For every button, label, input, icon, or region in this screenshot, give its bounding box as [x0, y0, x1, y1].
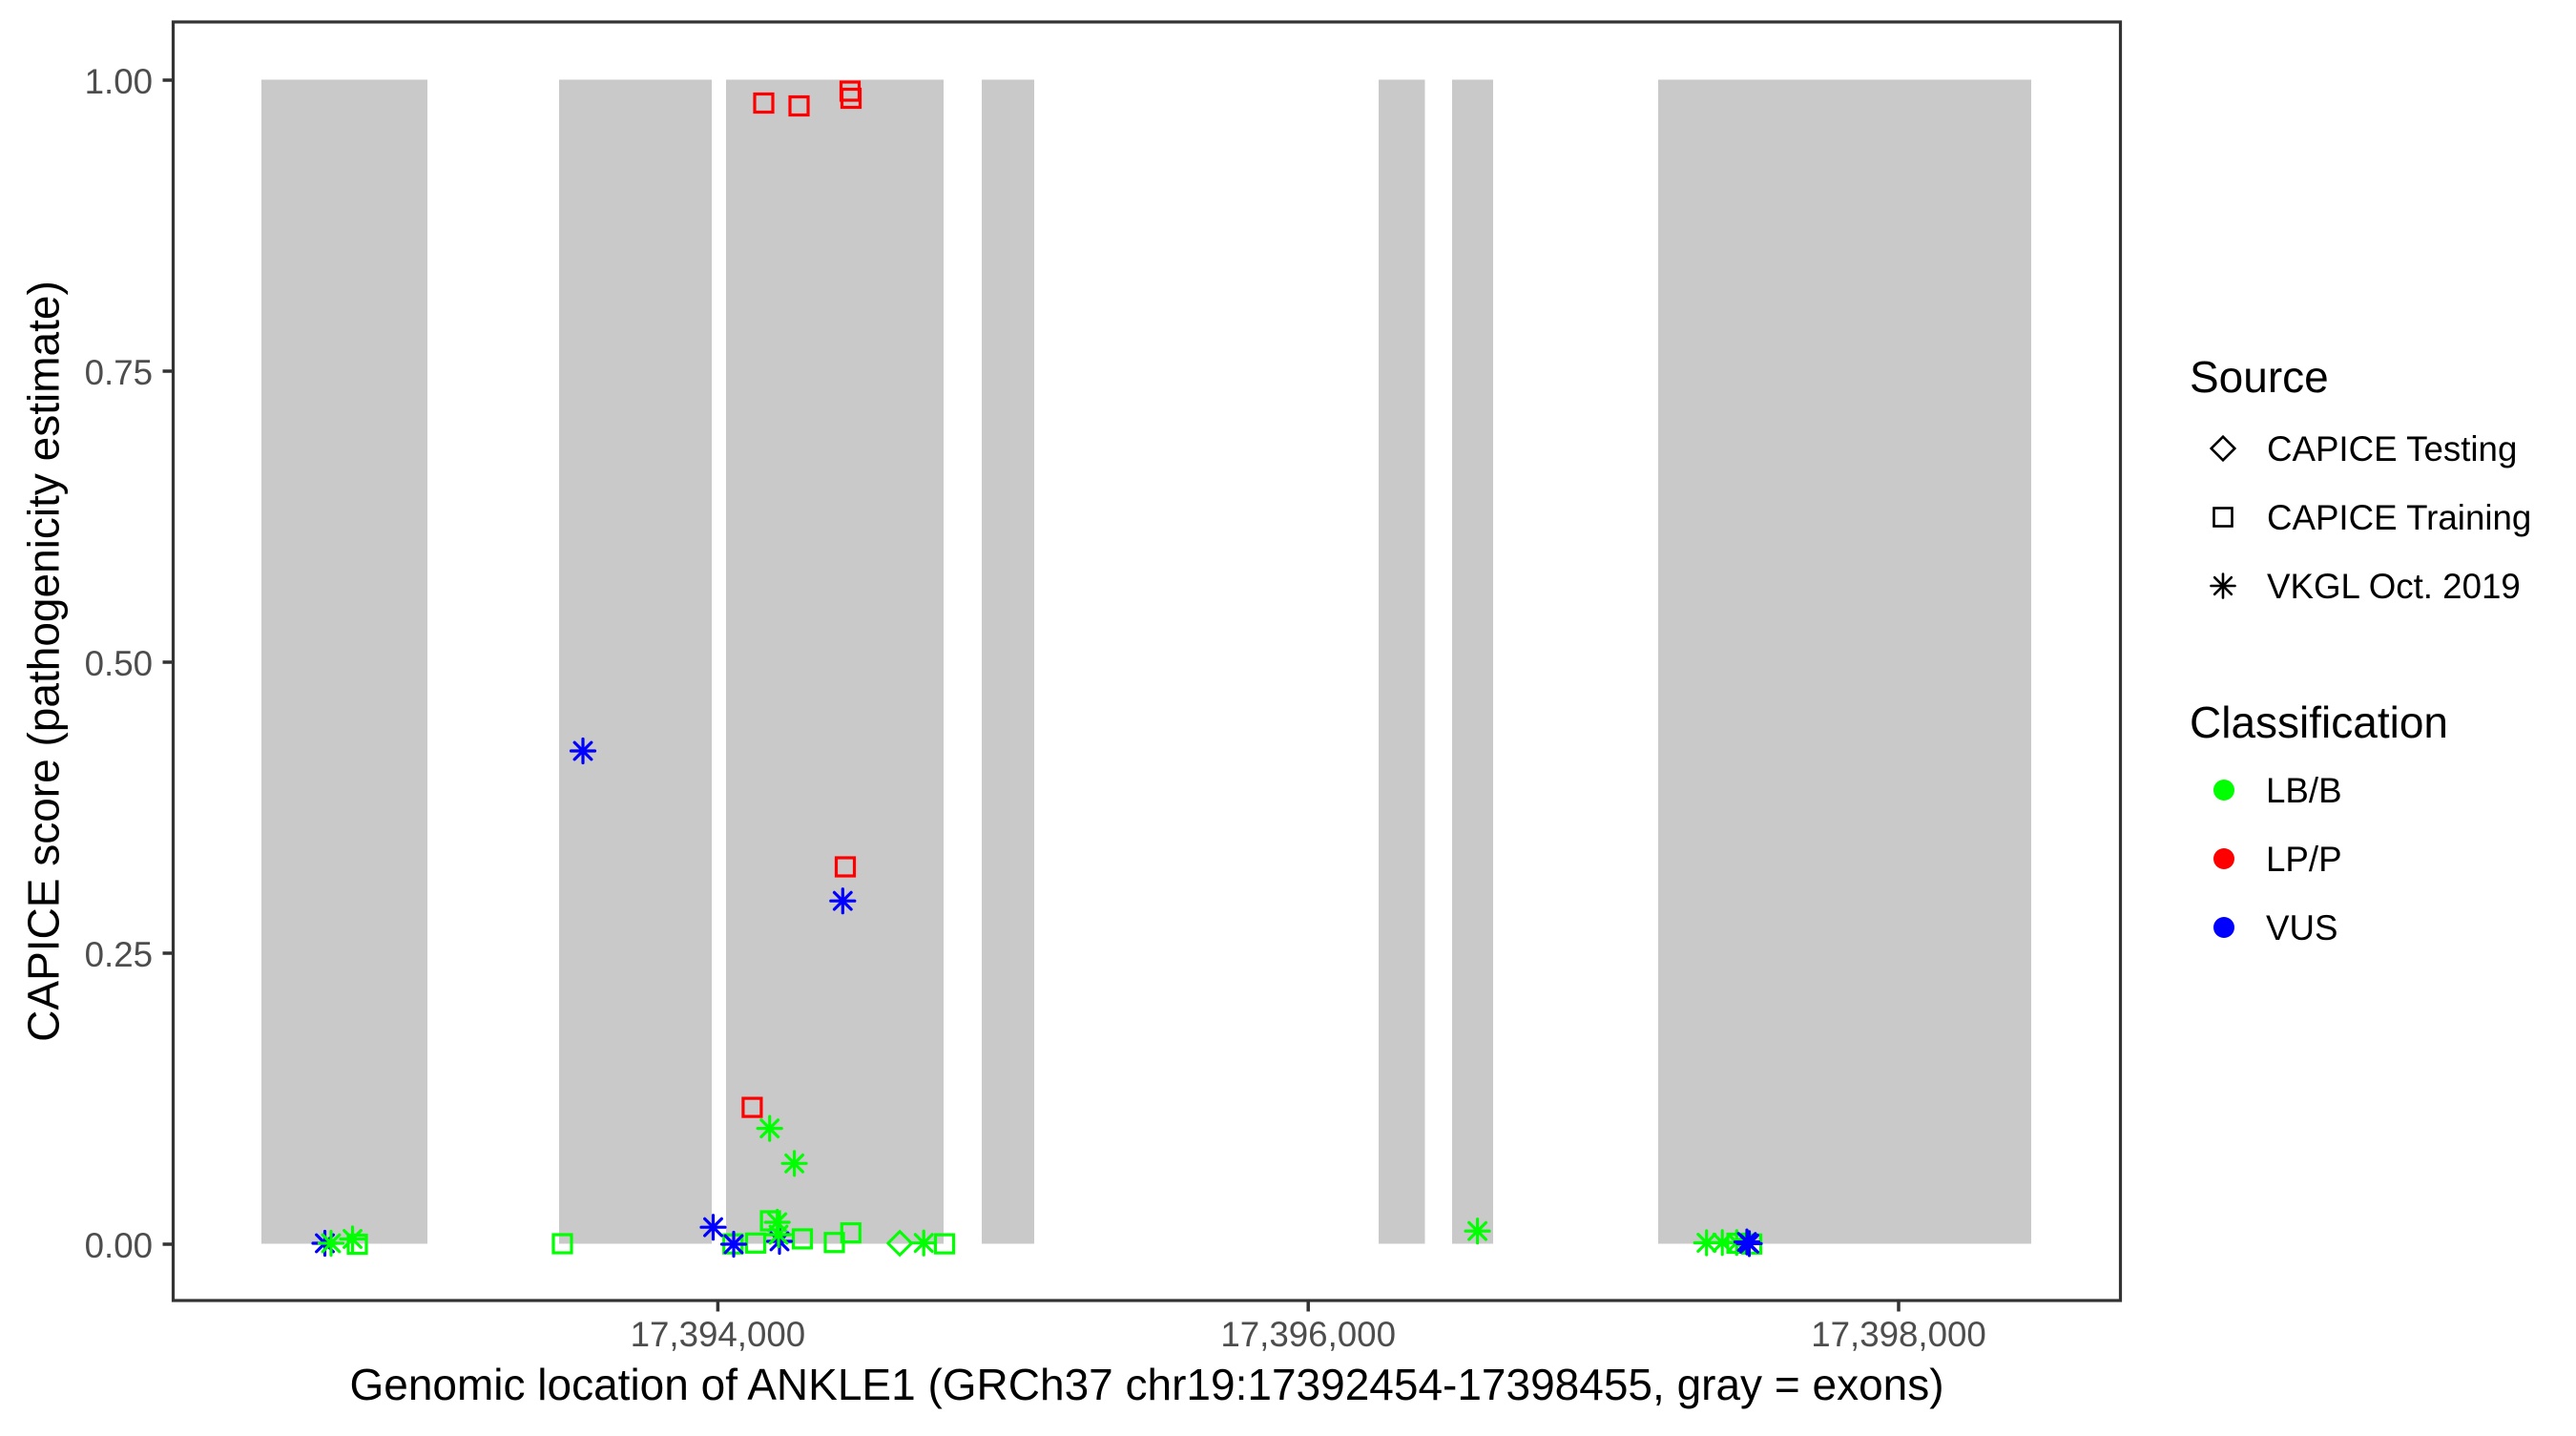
svg-text:Classification: Classification: [2190, 697, 2448, 747]
svg-text:0.50: 0.50: [85, 644, 153, 683]
svg-text:1.00: 1.00: [85, 62, 153, 101]
svg-text:CAPICE Training: CAPICE Training: [2267, 498, 2531, 537]
svg-text:CAPICE score (pathogenicity es: CAPICE score (pathogenicity estimate): [19, 281, 69, 1042]
svg-text:Genomic location of ANKLE1 (GR: Genomic location of ANKLE1 (GRCh37 chr19…: [349, 1360, 1943, 1409]
svg-text:VUS: VUS: [2266, 908, 2337, 947]
svg-text:Source: Source: [2190, 352, 2329, 402]
svg-text:VKGL Oct. 2019: VKGL Oct. 2019: [2267, 567, 2521, 606]
svg-text:17,396,000: 17,396,000: [1220, 1315, 1396, 1354]
svg-text:LB/B: LB/B: [2266, 771, 2342, 810]
svg-text:LP/P: LP/P: [2266, 840, 2342, 879]
svg-text:17,398,000: 17,398,000: [1811, 1315, 1986, 1354]
svg-text:CAPICE Testing: CAPICE Testing: [2267, 429, 2517, 468]
svg-text:17,394,000: 17,394,000: [631, 1315, 806, 1354]
svg-text:0.25: 0.25: [85, 935, 153, 974]
svg-text:0.75: 0.75: [85, 353, 153, 392]
svg-text:0.00: 0.00: [85, 1226, 153, 1265]
